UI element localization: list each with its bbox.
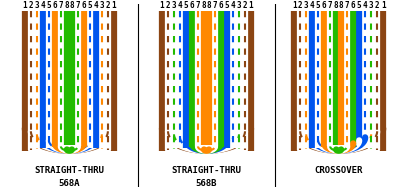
Text: 568A: 568A <box>59 179 80 188</box>
Text: 7: 7 <box>76 1 80 10</box>
Text: 3: 3 <box>369 1 373 10</box>
Text: 8: 8 <box>339 1 344 10</box>
Text: 8: 8 <box>69 1 74 10</box>
Text: 5: 5 <box>225 1 229 10</box>
Text: 3: 3 <box>35 1 39 10</box>
Text: STRAIGHT-THRU: STRAIGHT-THRU <box>171 166 242 175</box>
Text: 5: 5 <box>184 1 188 10</box>
Text: 7: 7 <box>213 1 217 10</box>
Text: 2: 2 <box>106 1 110 10</box>
Text: 2: 2 <box>166 1 170 10</box>
Text: 4: 4 <box>40 1 45 10</box>
Text: 7: 7 <box>328 1 332 10</box>
Text: 6: 6 <box>322 1 327 10</box>
Text: 7: 7 <box>345 1 349 10</box>
Text: 5: 5 <box>357 1 361 10</box>
Text: 2: 2 <box>28 1 33 10</box>
Text: 1: 1 <box>23 1 27 10</box>
Text: 6: 6 <box>190 1 195 10</box>
Text: 7: 7 <box>59 1 63 10</box>
Text: 8: 8 <box>206 1 211 10</box>
Text: 4: 4 <box>310 1 314 10</box>
Text: 4: 4 <box>231 1 235 10</box>
Text: 2: 2 <box>375 1 380 10</box>
Text: 4: 4 <box>363 1 368 10</box>
Text: 8: 8 <box>64 1 69 10</box>
Text: 5: 5 <box>316 1 320 10</box>
Text: 8: 8 <box>202 1 206 10</box>
Text: 6: 6 <box>218 1 223 10</box>
Text: 1: 1 <box>381 1 385 10</box>
Text: STRAIGHT-THRU: STRAIGHT-THRU <box>34 166 104 175</box>
Text: CROSSOVER: CROSSOVER <box>314 166 363 175</box>
Text: 3: 3 <box>172 1 176 10</box>
Text: 3: 3 <box>304 1 309 10</box>
Text: 8: 8 <box>334 1 339 10</box>
Text: 3: 3 <box>237 1 241 10</box>
Text: 1: 1 <box>249 1 253 10</box>
Text: 6: 6 <box>81 1 86 10</box>
Text: 3: 3 <box>100 1 104 10</box>
Text: 1: 1 <box>160 1 164 10</box>
Text: 6: 6 <box>351 1 356 10</box>
Text: 6: 6 <box>52 1 57 10</box>
Text: 7: 7 <box>196 1 200 10</box>
Text: 1: 1 <box>112 1 116 10</box>
Text: 5: 5 <box>47 1 51 10</box>
Text: 4: 4 <box>178 1 182 10</box>
Text: 4: 4 <box>94 1 98 10</box>
Text: 1: 1 <box>292 1 297 10</box>
Text: 2: 2 <box>298 1 302 10</box>
Text: 5: 5 <box>88 1 92 10</box>
Text: 568B: 568B <box>196 179 217 188</box>
Text: 2: 2 <box>243 1 247 10</box>
